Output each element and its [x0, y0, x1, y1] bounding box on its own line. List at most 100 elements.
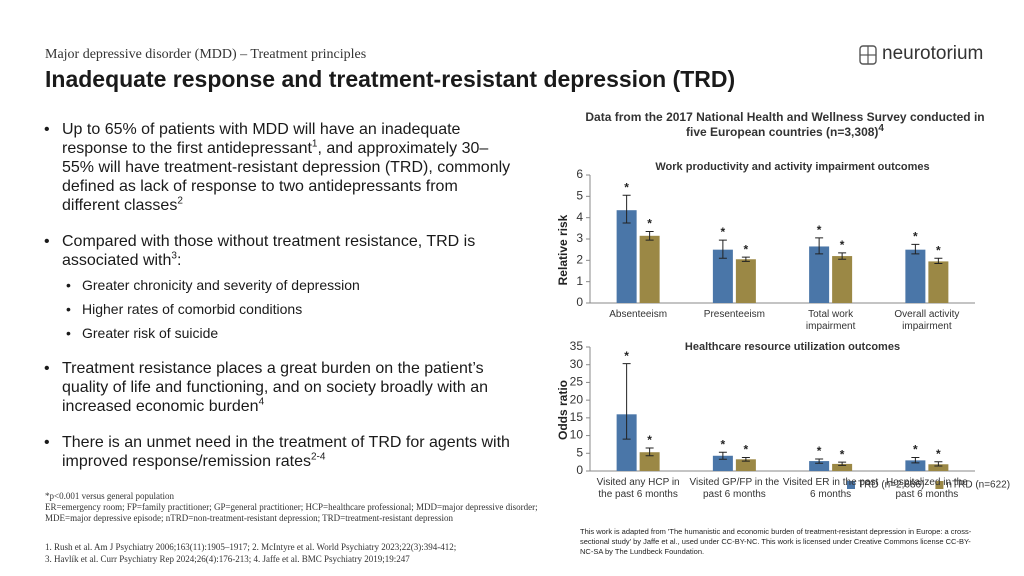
bar	[809, 246, 830, 303]
bar	[735, 459, 756, 471]
error-bar	[934, 461, 943, 467]
references: 1. Rush et al. Am J Psychiatry 2006;163(…	[45, 541, 545, 565]
bullet-text: Compared with those without treatment re…	[62, 233, 476, 269]
x-tick-label: Visited GP/FP in the past 6 months	[689, 477, 780, 500]
sub-bullet: Higher rates of comorbid conditions	[62, 301, 512, 318]
reference: 1	[311, 138, 318, 150]
y-tick-label: 6	[576, 167, 583, 181]
significance-mark: *	[936, 447, 941, 461]
bar	[639, 235, 660, 303]
survey-title: Data from the 2017 National Health and W…	[580, 110, 990, 140]
sub-bullet: Greater chronicity and severity of depre…	[62, 277, 512, 294]
significance-mark: *	[721, 225, 726, 239]
significance-mark: *	[840, 447, 845, 461]
y-tick-label: 4	[576, 210, 583, 224]
error-bar	[718, 451, 727, 460]
x-tick-label: Total work impairment	[805, 309, 856, 332]
footnote: ER=emergency room; FP=family practitione…	[45, 502, 538, 523]
y-tick-label: 0	[576, 463, 583, 477]
y-tick-label: 35	[570, 339, 584, 353]
footnote: *p<0.001 versus general population	[45, 491, 175, 501]
chart-title: Healthcare resource utilization outcomes	[685, 341, 900, 353]
x-tick-label: Presenteeism	[703, 309, 765, 320]
reference-line: 3. Havlík et al. Curr Psychiatry Rep 202…	[45, 554, 410, 564]
significance-mark: *	[647, 433, 652, 447]
x-tick-label: Hospitalized in the past 6 months	[886, 477, 968, 500]
bullet-text: , and approximately 30–55% will have tre…	[62, 140, 511, 214]
significance-mark: *	[840, 238, 845, 252]
significance-mark: *	[744, 443, 749, 457]
error-bar	[815, 458, 824, 464]
reference: 4	[258, 396, 265, 408]
error-bar	[645, 231, 654, 241]
legend-label: TRD (n=2,686)	[858, 480, 924, 491]
y-tick-label: 2	[576, 253, 583, 267]
significance-mark: *	[721, 437, 726, 451]
bar	[616, 414, 637, 471]
error-bar	[622, 194, 631, 224]
bar	[905, 249, 926, 303]
credit: This work is adapted from 'The humanisti…	[580, 527, 972, 556]
survey-title-text: Data from the 2017 National Health and W…	[585, 110, 985, 139]
bullet-text: Treatment resistance places a great burd…	[62, 360, 489, 415]
bullet: Up to 65% of patients with MDD will have…	[42, 120, 512, 215]
significance-mark: *	[913, 230, 918, 244]
y-tick-label: 0	[576, 295, 583, 309]
error-bar	[718, 239, 727, 259]
bar	[928, 464, 949, 471]
y-axis-label: Relative risk	[556, 214, 570, 285]
bullet-list: Up to 65% of patients with MDD will have…	[42, 120, 512, 488]
error-bar	[622, 363, 631, 440]
significance-mark: *	[624, 349, 629, 363]
bullet-text: There is an unmet need in the treatment …	[62, 434, 510, 470]
error-bar	[815, 237, 824, 255]
footnotes: *p<0.001 versus general population ER=em…	[45, 491, 545, 524]
reference-line: 1. Rush et al. Am J Psychiatry 2006;163(…	[45, 542, 457, 552]
significance-mark: *	[624, 180, 629, 194]
bar	[832, 463, 853, 471]
error-bar	[741, 457, 750, 462]
significance-mark: *	[936, 243, 941, 257]
bar	[639, 452, 660, 471]
bar	[735, 259, 756, 303]
error-bar	[911, 457, 920, 464]
y-tick-label: 30	[570, 357, 584, 371]
legend-swatch	[847, 481, 855, 489]
y-tick-label: 5	[576, 189, 583, 203]
subtitle: Major depressive disorder (MDD) – Treatm…	[45, 47, 367, 62]
reference: 4	[878, 123, 884, 134]
bar	[905, 460, 926, 471]
reference: 3	[171, 250, 177, 262]
logo-icon	[859, 45, 877, 65]
x-tick-label: Absenteeism	[609, 309, 668, 320]
bar	[809, 461, 830, 471]
bar	[712, 455, 733, 471]
reference: 2	[177, 195, 183, 207]
y-tick-label: 1	[576, 274, 583, 288]
error-bar	[741, 256, 750, 262]
bullet-text: :	[176, 252, 182, 269]
x-tick-label: Overall activity impairment	[894, 309, 960, 332]
bullet: There is an unmet need in the treatment …	[42, 433, 512, 471]
significance-mark: *	[744, 242, 749, 256]
bar	[616, 210, 637, 303]
y-tick-label: 20	[570, 392, 584, 406]
bullet-text: Up to 65% of patients with MDD will have…	[62, 121, 461, 157]
bullet: Compared with those without treatment re…	[42, 232, 512, 342]
chart-title: Work productivity and activity impairmen…	[655, 161, 929, 173]
bar	[712, 249, 733, 303]
significance-mark: *	[817, 223, 822, 237]
reference: 2-4	[311, 451, 326, 463]
error-bar	[911, 243, 920, 255]
y-tick-label: 15	[570, 410, 584, 424]
bar	[928, 261, 949, 303]
y-tick-label: 5	[576, 445, 583, 459]
legend-swatch	[935, 481, 944, 489]
legend-label: nTRD (n=622)	[946, 480, 1010, 491]
significance-mark: *	[817, 444, 822, 458]
significance-mark: *	[913, 443, 918, 457]
logo: neurotorium	[882, 43, 984, 64]
title: Inadequate response and treatment-resist…	[45, 66, 736, 92]
